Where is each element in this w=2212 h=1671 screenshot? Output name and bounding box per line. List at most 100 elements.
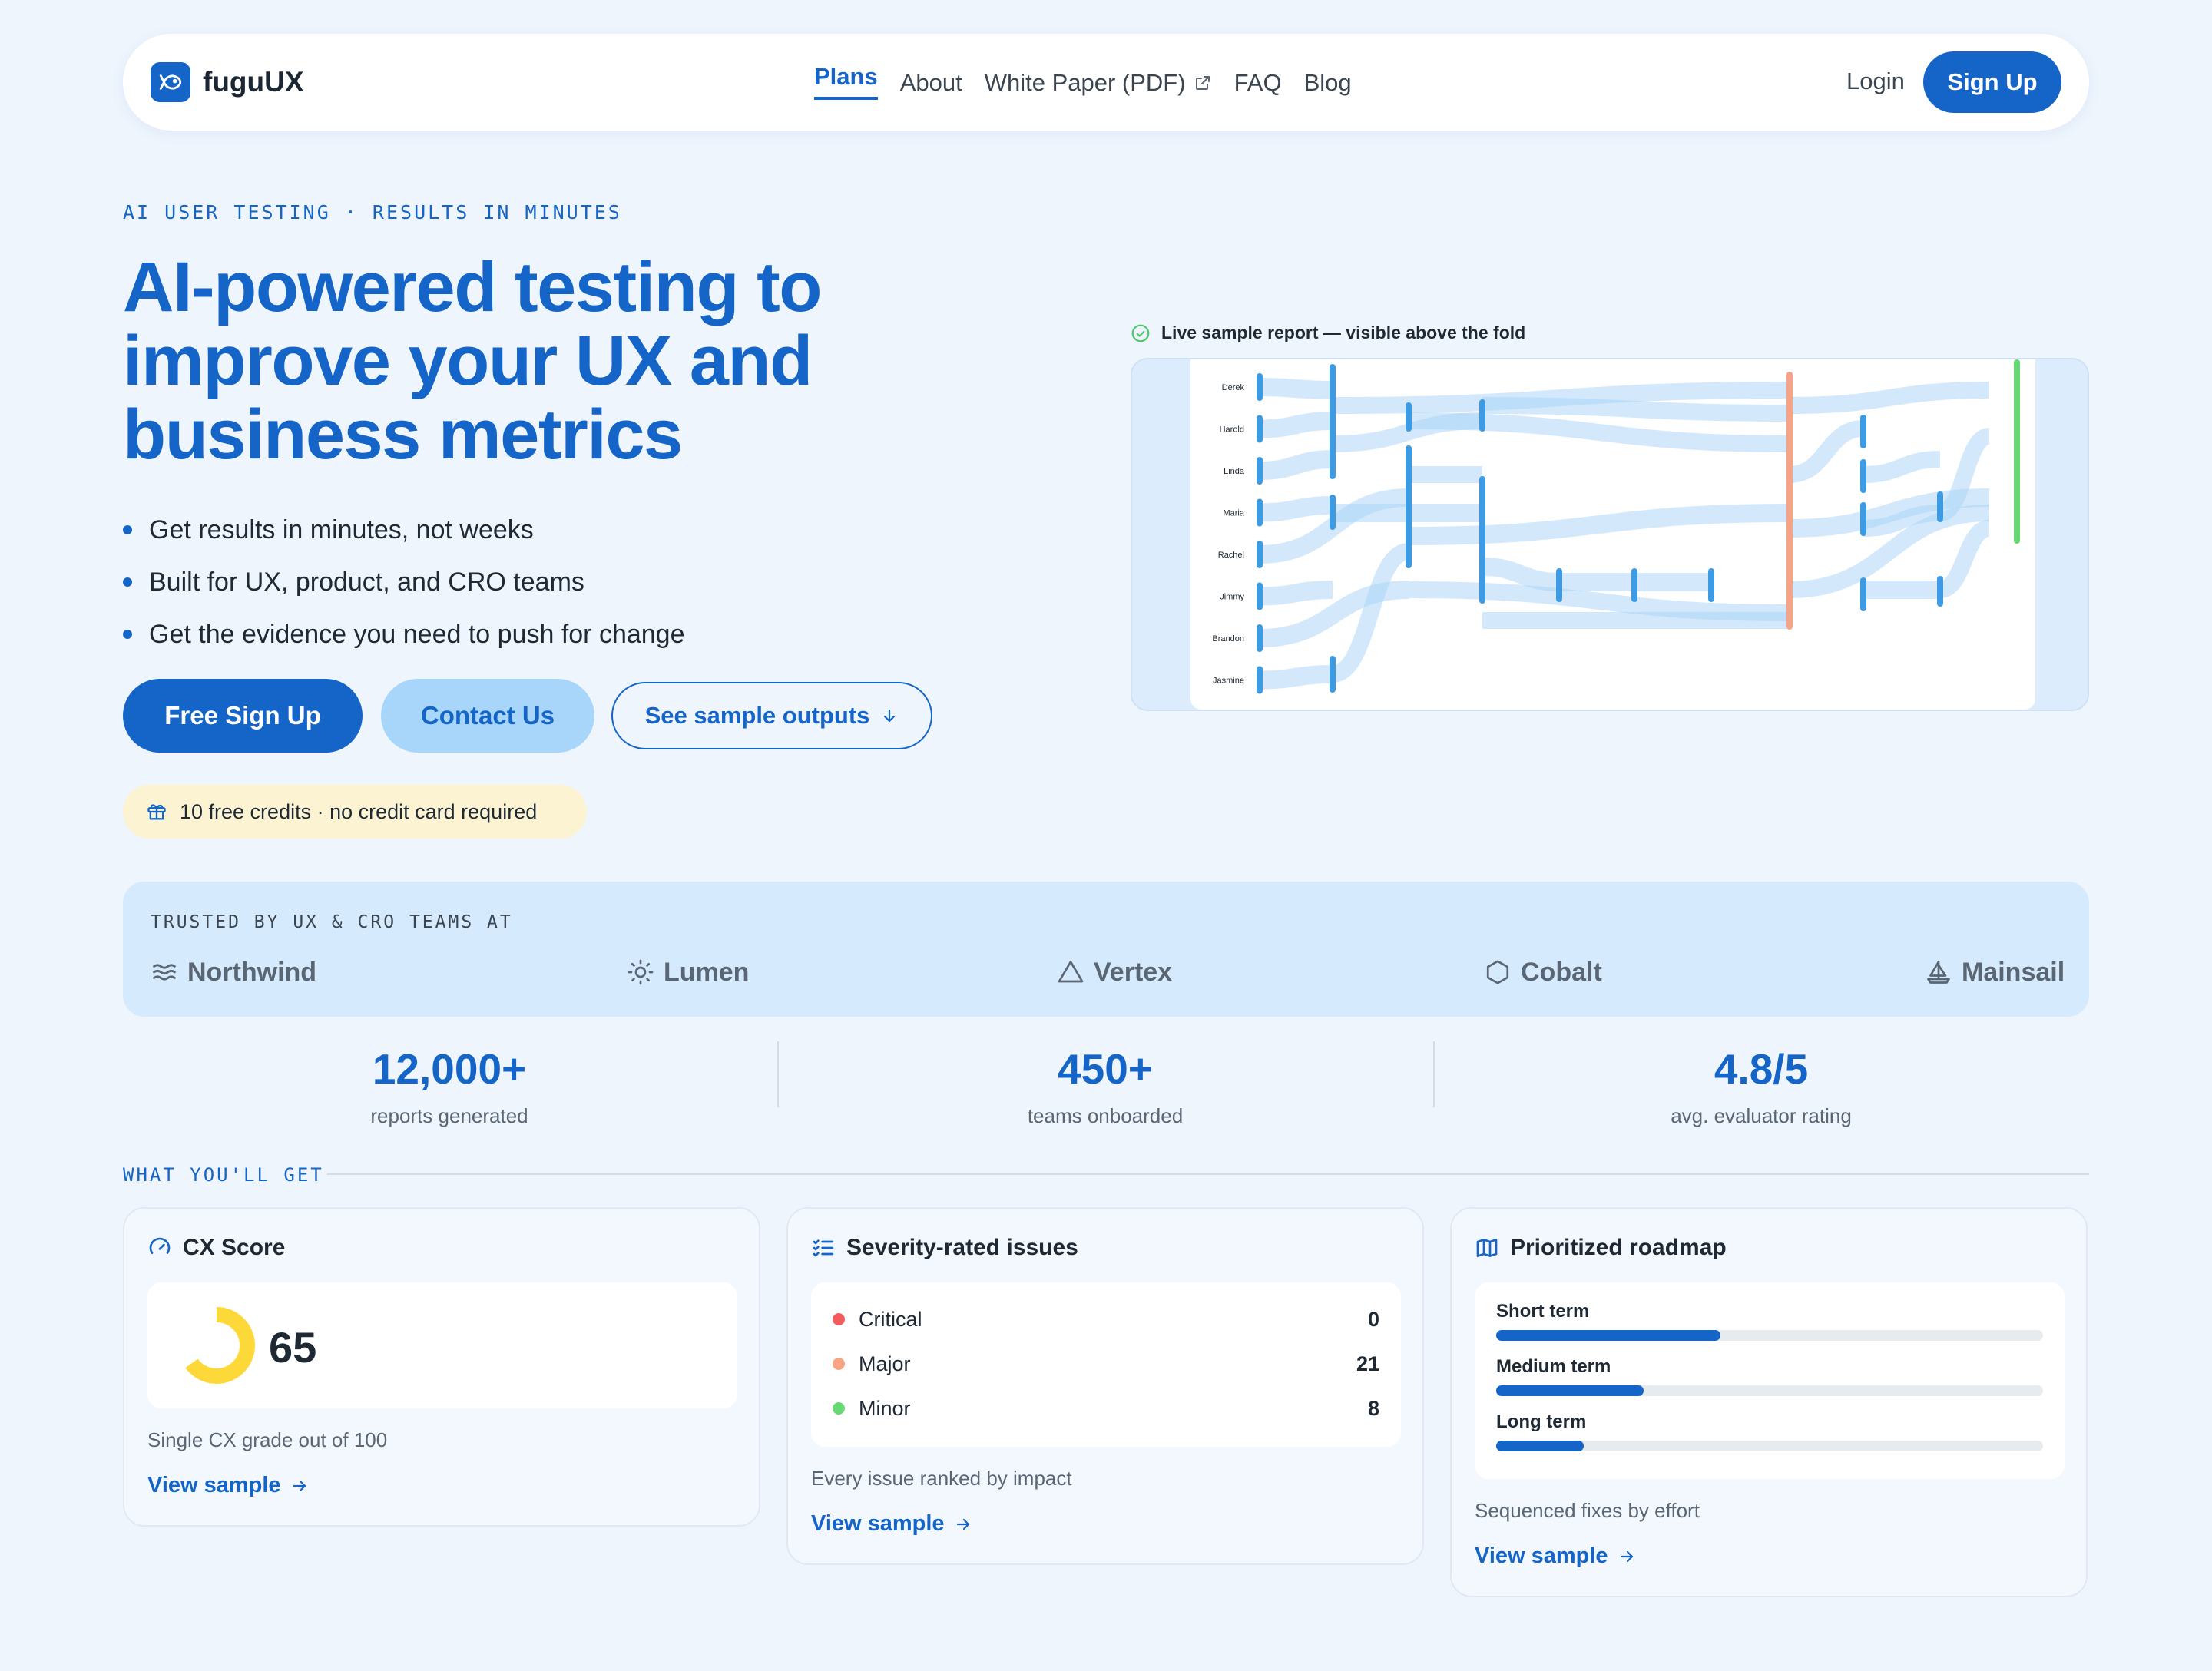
- flow-node: [1479, 476, 1485, 604]
- arrow-down-icon: [880, 706, 899, 725]
- flow-band: [1408, 412, 1790, 452]
- severity-row-minor: Minor 8: [833, 1393, 1379, 1424]
- severity-issues-card: Severity-rated issues Critical 0 Major 2…: [786, 1207, 1424, 1565]
- brand-vertex: Vertex: [1057, 955, 1172, 989]
- hero-bullet: Get the evidence you need to push for ch…: [123, 608, 685, 660]
- flow-node: [1479, 399, 1485, 432]
- roadmap-progress-fill: [1496, 1385, 1644, 1396]
- nav-links: Plans About White Paper (PDF) FAQ Blog: [814, 61, 1374, 104]
- flow-node: [1708, 568, 1714, 602]
- stat-label: teams onboarded: [1027, 1104, 1184, 1127]
- card-title: Prioritized roadmap: [1475, 1235, 1727, 1261]
- flow-node: [1937, 491, 1943, 522]
- flow-band: [1789, 505, 1990, 598]
- severity-count: 8: [1367, 1396, 1379, 1420]
- check-circle-icon: [1131, 323, 1151, 343]
- brand-cobalt: Cobalt: [1484, 955, 1602, 989]
- flow-band: [1259, 581, 1333, 606]
- top-nav: fuguUX Plans About White Paper (PDF) FAQ…: [123, 34, 2089, 131]
- brand-name: fuguUX: [203, 66, 304, 98]
- journey-flow-diagram: Derek Harold Linda Maria Rachel Jimmy Brandon J…: [1190, 359, 2035, 710]
- hero-bullet-text: Get results in minutes, not weeks: [149, 515, 534, 544]
- roadmap-label: Short term: [1496, 1301, 1590, 1322]
- participant-label: Brandon: [1212, 634, 1244, 644]
- view-sample-link[interactable]: View sample: [147, 1473, 309, 1498]
- arrow-right-icon: [290, 1477, 309, 1495]
- cx-gauge-arc: [178, 1307, 255, 1384]
- free-sign-up-button[interactable]: Free Sign Up: [123, 679, 363, 753]
- contact-us-button[interactable]: Contact Us: [381, 679, 594, 753]
- flow-node: [1937, 576, 1943, 607]
- major-dot: [833, 1358, 845, 1370]
- stat-value: 4.8/5: [1714, 1045, 1809, 1093]
- trusted-by-strip: TRUSTED BY UX & CRO TEAMS AT Northwind L…: [123, 882, 2089, 1017]
- gauge-icon: [147, 1236, 172, 1260]
- see-sample-outputs-label: See sample outputs: [644, 702, 870, 729]
- roadmap-progress-fill: [1496, 1330, 1720, 1341]
- severity-label: Minor: [859, 1396, 911, 1420]
- view-sample-link[interactable]: View sample: [811, 1511, 972, 1537]
- minor-dot: [833, 1402, 845, 1415]
- logo[interactable]: fuguUX: [151, 62, 304, 102]
- journey-flow-svg: Derek Harold Linda Maria Rachel Jimmy Brandon J…: [1212, 359, 2020, 694]
- waves-icon: [151, 958, 178, 986]
- flow-node: [1257, 541, 1263, 568]
- free-credits-text: 10 free credits · no credit card require…: [180, 799, 538, 823]
- login-link[interactable]: Login: [1846, 68, 1905, 94]
- stat-value: 450+: [1058, 1045, 1153, 1093]
- roadmap-track: [1496, 1385, 2043, 1396]
- participant-label: Jasmine: [1213, 677, 1244, 686]
- severity-label: Critical: [859, 1307, 922, 1331]
- flow-node: [1786, 372, 1793, 630]
- roadmap-label: Long term: [1496, 1411, 1587, 1432]
- sample-report-preview[interactable]: Derek Harold Linda Maria Rachel Jimmy Brandon J…: [1131, 358, 2089, 711]
- map-icon: [1475, 1236, 1499, 1260]
- card-title-text: CX Score: [183, 1235, 286, 1260]
- participant-label: Linda: [1224, 467, 1245, 476]
- flow-node: [1631, 568, 1637, 602]
- roadmap-track: [1496, 1441, 2043, 1451]
- nav-link-faq[interactable]: FAQ: [1233, 69, 1282, 96]
- severity-count: 0: [1367, 1307, 1379, 1331]
- flow-node: [1860, 459, 1866, 493]
- hero-bullet-text: Get the evidence you need to push for ch…: [149, 619, 685, 649]
- external-link-icon: [1194, 74, 1212, 92]
- roadmap-row-short: Short term: [1496, 1301, 2043, 1341]
- view-sample-label: View sample: [147, 1473, 281, 1497]
- flow-band: [1863, 505, 1941, 537]
- prioritized-roadmap-card: Prioritized roadmap Short term Medium te…: [1450, 1207, 2088, 1597]
- severity-row-major: Major 21: [833, 1348, 1379, 1379]
- brand-name: Vertex: [1094, 957, 1173, 987]
- sign-up-button[interactable]: Sign Up: [1923, 51, 2061, 113]
- severity-label: Major: [859, 1352, 911, 1375]
- cx-score-card: CX Score 65 Single CX grade out of 100 V…: [123, 1207, 760, 1527]
- flow-node: [2014, 359, 2020, 544]
- nav-link-plans[interactable]: Plans: [814, 61, 878, 100]
- bullet-dot: [123, 630, 132, 639]
- participant-label: Harold: [1220, 425, 1244, 435]
- flow-node: [1406, 402, 1412, 432]
- stat-divider: [1433, 1041, 1435, 1107]
- see-sample-outputs-button[interactable]: See sample outputs: [611, 682, 932, 749]
- nav-link-about[interactable]: About: [899, 69, 962, 96]
- view-sample-link[interactable]: View sample: [1475, 1544, 1636, 1569]
- flow-band: [1408, 581, 1790, 621]
- flow-node: [1257, 666, 1263, 694]
- nav-link-white-paper[interactable]: White Paper (PDF): [985, 61, 1212, 98]
- participant-label: Maria: [1223, 509, 1244, 518]
- stat-teams: 450+ teams onboarded: [777, 1038, 1433, 1128]
- flow-node: [1860, 577, 1866, 611]
- cx-score-value: 65: [269, 1323, 317, 1372]
- roadmap-progress-fill: [1496, 1441, 1584, 1451]
- flow-node: [1330, 656, 1336, 693]
- brand-name: Lumen: [664, 957, 750, 987]
- flow-node: [1257, 498, 1263, 527]
- stat-label: avg. evaluator rating: [1671, 1104, 1852, 1127]
- checklist-icon: [811, 1236, 836, 1260]
- flow-node: [1860, 502, 1866, 536]
- roadmap-row-medium: Medium term: [1496, 1356, 2043, 1396]
- view-sample-label: View sample: [1475, 1544, 1608, 1568]
- nav-link-blog[interactable]: Blog: [1303, 69, 1352, 96]
- stat-rating: 4.8/5 avg. evaluator rating: [1433, 1038, 2089, 1128]
- brand-northwind: Northwind: [151, 955, 316, 989]
